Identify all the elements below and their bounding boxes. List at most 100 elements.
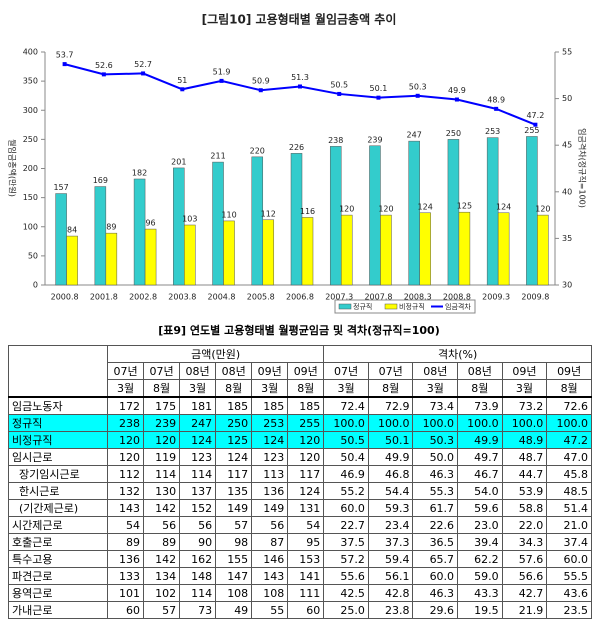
y-tick-label: 0 bbox=[33, 281, 38, 290]
table-row: 비정규직 120 120 124 125 124 120 50.5 50.1 50.3 49.9 48… bbox=[8, 431, 592, 449]
line-value-label: 52.6 bbox=[95, 61, 113, 70]
bar-value-label: 201 bbox=[171, 157, 186, 166]
table-cell: 114 bbox=[143, 465, 181, 483]
table-cell: 149 bbox=[251, 499, 289, 517]
bar bbox=[458, 211, 471, 286]
bar bbox=[290, 153, 303, 286]
table-cell: 114 bbox=[179, 465, 217, 483]
table-cell: 37.3 bbox=[367, 533, 414, 551]
table-cell: 113 bbox=[251, 465, 289, 483]
table-cell: 61.7 bbox=[412, 499, 459, 517]
table-cell: 125 bbox=[215, 431, 253, 449]
column-header: 8월 bbox=[287, 379, 325, 398]
table-cell: 133 bbox=[106, 567, 145, 585]
line-marker bbox=[141, 71, 146, 76]
bar-value-label: 247 bbox=[407, 131, 422, 140]
table-cell: 142 bbox=[143, 499, 181, 517]
table-cell: 47.0 bbox=[546, 448, 592, 466]
table-cell: 57.6 bbox=[501, 550, 548, 568]
table-cell: 255 bbox=[287, 414, 325, 432]
line-marker bbox=[62, 62, 67, 67]
y2-tick-label: 30 bbox=[562, 281, 572, 290]
row-header: 파견근로 bbox=[8, 567, 108, 585]
table-cell: 36.5 bbox=[412, 533, 459, 551]
column-header: 3월 bbox=[106, 379, 145, 398]
bar-value-label: 124 bbox=[496, 202, 511, 211]
table-cell: 55.2 bbox=[323, 482, 369, 500]
row-header: (기간제근로) bbox=[8, 499, 108, 517]
table: 금액(만원) 격차(%) 07년 07년 08년 08년 09년 09년 07년 07년 08년 08… bbox=[8, 345, 592, 619]
bar bbox=[369, 145, 381, 286]
table-cell: 55.3 bbox=[412, 482, 459, 500]
table-cell: 137 bbox=[179, 482, 217, 500]
table-cell: 59.4 bbox=[367, 550, 414, 568]
table-cell: 250 bbox=[215, 414, 253, 432]
table-row: 임시근로 120 119 123 124 123 120 50.4 49.9 50.0 49.7 48… bbox=[8, 448, 592, 466]
column-header: 07년 bbox=[106, 362, 145, 380]
table-cell: 57 bbox=[143, 601, 181, 619]
table-cell: 72.4 bbox=[323, 396, 369, 415]
bar bbox=[486, 137, 499, 286]
table-row: 특수고용 136 142 162 155 146 153 57.2 59.4 65.7 62.2 57… bbox=[8, 550, 592, 568]
bar bbox=[408, 140, 420, 286]
y-tick-label: 200 bbox=[23, 164, 38, 173]
bar-value-label: 182 bbox=[132, 168, 147, 177]
bar bbox=[133, 178, 146, 286]
table-cell: 238 bbox=[106, 414, 145, 432]
line-value-label: 50.1 bbox=[370, 84, 388, 93]
table-cell: 149 bbox=[215, 499, 253, 517]
table-cell: 185 bbox=[287, 396, 325, 415]
table-cell: 59.3 bbox=[367, 499, 414, 517]
table-cell: 60.0 bbox=[323, 499, 369, 517]
bar bbox=[223, 220, 235, 286]
table-cell: 37.5 bbox=[323, 533, 369, 551]
table-cell: 60 bbox=[106, 601, 145, 619]
x-tick-label: 2007.3 bbox=[325, 293, 353, 302]
x-tick-label: 2000.8 bbox=[51, 293, 79, 302]
table-cell: 60.0 bbox=[412, 567, 459, 585]
row-header: 정규직 bbox=[8, 414, 108, 432]
bar bbox=[173, 167, 185, 286]
table-cell: 23.5 bbox=[546, 601, 592, 619]
table-cell: 48.7 bbox=[501, 448, 548, 466]
table-cell: 100.0 bbox=[367, 414, 414, 432]
table-cell: 172 bbox=[106, 396, 145, 415]
table-cell: 130 bbox=[143, 482, 181, 500]
table-cell: 72.9 bbox=[367, 396, 414, 415]
column-header: 09년 bbox=[501, 362, 548, 380]
table-cell: 43.3 bbox=[457, 584, 503, 602]
column-header: 3월 bbox=[501, 379, 548, 398]
column-header: 08년 bbox=[412, 362, 459, 380]
row-header: 장기임시근로 bbox=[8, 465, 108, 483]
table-cell: 37.4 bbox=[546, 533, 592, 551]
table-cell: 50.4 bbox=[323, 448, 369, 466]
line-marker bbox=[415, 93, 420, 98]
table-cell: 141 bbox=[287, 567, 325, 585]
line-marker bbox=[219, 78, 224, 83]
column-header: 3월 bbox=[323, 379, 369, 398]
column-header: 8월 bbox=[546, 379, 592, 398]
table-cell: 56.6 bbox=[501, 567, 548, 585]
table-cell: 98 bbox=[215, 533, 253, 551]
y2-tick-label: 50 bbox=[562, 94, 572, 103]
x-tick-label: 2003.8 bbox=[168, 293, 196, 302]
row-header: 임시근로 bbox=[8, 448, 108, 466]
table-title: [표9] 연도별 고용형태별 월평균임금 및 격차(정규직=100) bbox=[158, 324, 440, 337]
table-cell: 87 bbox=[251, 533, 289, 551]
table-cell: 46.8 bbox=[367, 465, 414, 483]
table-cell: 253 bbox=[251, 414, 289, 432]
table-cell: 48.9 bbox=[501, 431, 548, 449]
table-cell: 108 bbox=[251, 584, 289, 602]
table-cell: 89 bbox=[106, 533, 145, 551]
legend-label: 비정규직 bbox=[399, 302, 425, 311]
bar bbox=[251, 156, 264, 286]
table-cell: 136 bbox=[106, 550, 145, 568]
table-row: 시간제근로 54 56 56 57 56 54 22.7 23.4 22.6 23.0 22.0 21.… bbox=[8, 516, 592, 534]
table-cell: 185 bbox=[251, 396, 289, 415]
line-value-label: 51.9 bbox=[213, 67, 231, 76]
line-value-label: 51.3 bbox=[291, 73, 309, 82]
y-axis-label: 월임금총액(만원) bbox=[8, 139, 18, 197]
table-cell: 56 bbox=[251, 516, 289, 534]
table-cell: 120 bbox=[287, 431, 325, 449]
table-cell: 60.0 bbox=[546, 550, 592, 568]
